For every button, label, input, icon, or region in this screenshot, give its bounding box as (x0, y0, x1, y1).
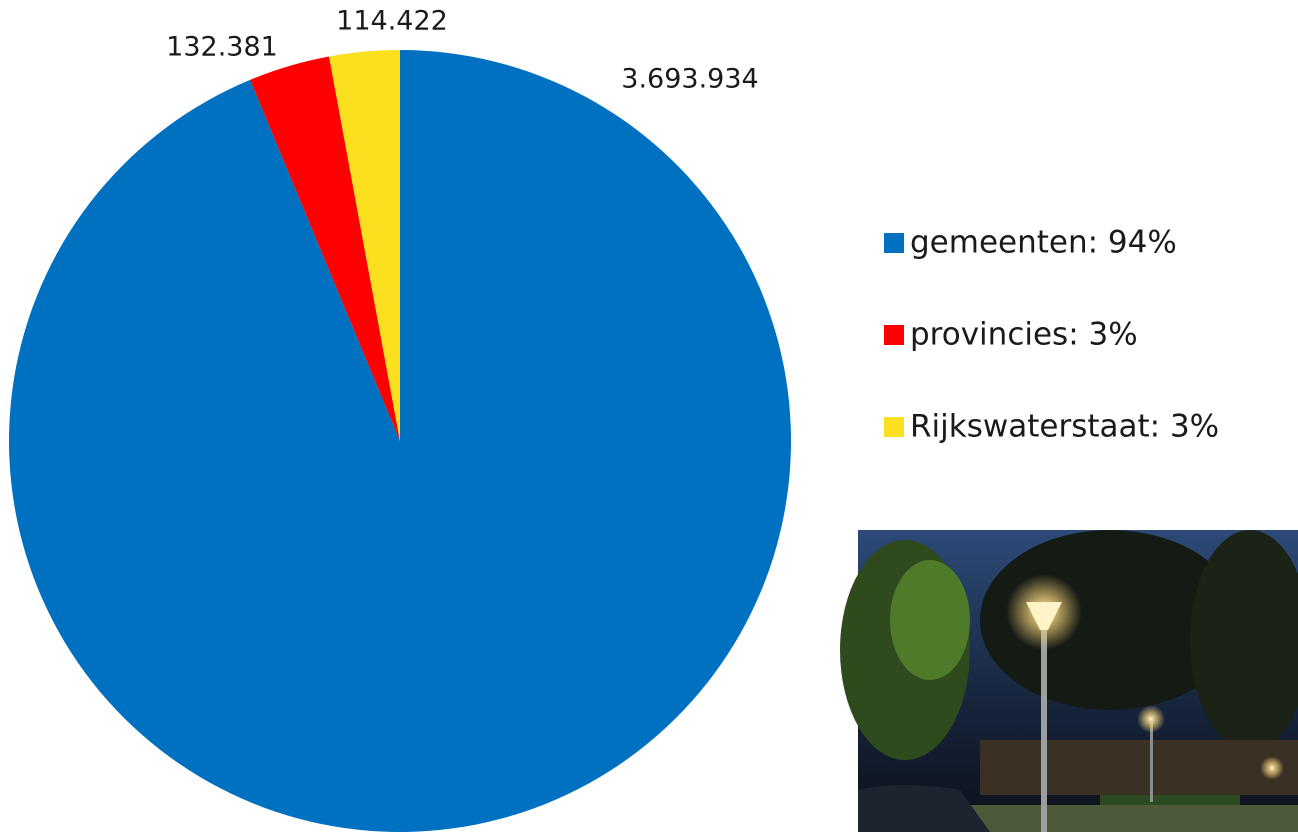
photo-lamp-glow (1137, 705, 1165, 733)
photo-lamp-post (1150, 722, 1153, 802)
photo-tree (1190, 530, 1298, 750)
legend-label: provincies: 3% (910, 317, 1138, 353)
legend-swatch (884, 233, 904, 253)
value-label: 114.422 (336, 6, 448, 37)
legend-swatch (884, 325, 904, 345)
photo-lamp (1026, 602, 1062, 630)
legend-label: Rijkswaterstaat: 3% (910, 409, 1219, 445)
pie-slice (329, 50, 400, 441)
photo (840, 530, 1298, 832)
pie-slice (250, 56, 400, 441)
value-label: 132.381 (166, 32, 278, 63)
legend: gemeenten: 94% provincies: 3% Rijkswaterst… (884, 225, 1219, 445)
pie: 3.693.934 132.381 114.422 (9, 6, 792, 832)
legend-label: gemeenten: 94% (910, 225, 1177, 261)
photo-houses (980, 740, 1298, 795)
photo-tree (890, 560, 970, 680)
legend-swatch (884, 417, 904, 437)
value-label: 3.693.934 (621, 64, 758, 95)
photo-window-light (1260, 756, 1284, 780)
photo-lamp-post (1041, 625, 1047, 832)
photo-car (858, 785, 990, 832)
